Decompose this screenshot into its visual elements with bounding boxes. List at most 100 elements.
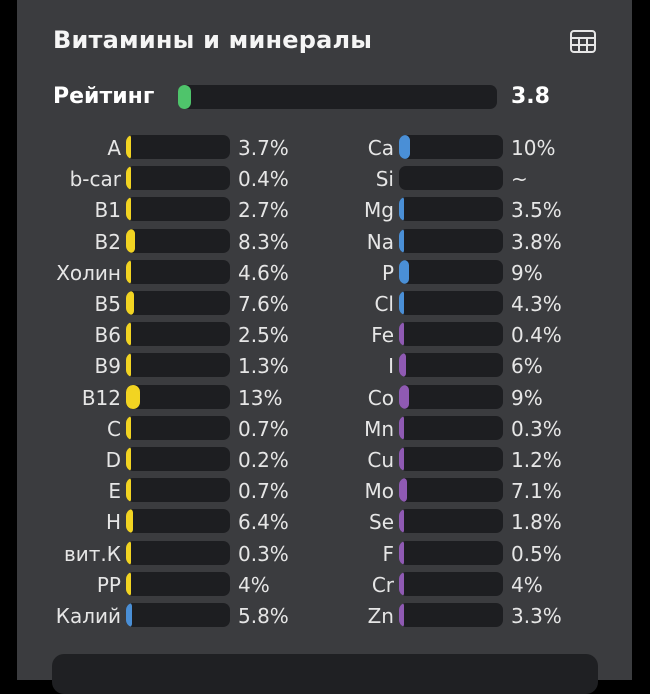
nutrient-percent: 2.7% [238,198,289,222]
vitamin-row: Калий 5.8% [17,601,632,632]
nutrient-bar-fill [399,447,404,471]
nutrient-bar [126,166,230,190]
nutrient-name: Na [366,230,394,254]
rating-bar-fill [178,85,191,109]
vitamin-row: C 0.7% [17,414,632,445]
nutrient-name: B6 [94,323,121,347]
mineral-row: Mg 3.5% [17,195,632,226]
nutrient-bar [399,572,503,596]
nutrient-percent: 13% [238,386,283,410]
vitamin-row: PP 4% [17,570,632,601]
nutrient-bar-fill [126,322,131,346]
nutrient-name: Co [367,386,394,410]
nutrient-bar-fill [399,416,404,440]
nutrient-bar-fill [399,260,409,284]
nutrient-name: вит.К [64,542,121,566]
nutrient-bar-fill [399,291,404,315]
mineral-row: Fe 0.4% [17,320,632,351]
nutrient-name: Cu [367,448,394,472]
nutrient-bar [399,291,503,315]
nutrient-bar-fill [126,260,131,284]
nutrient-bar-fill [126,572,131,596]
mineral-row: I 6% [17,351,632,382]
nutrient-bar [126,197,230,221]
nutrient-bar-fill [399,541,404,565]
nutrient-name: Si [375,167,394,191]
nutrient-name: Fe [371,323,394,347]
nutrient-bar-fill [126,509,133,533]
mineral-row: Cu 1.2% [17,445,632,476]
nutrient-bar-fill [126,447,131,471]
nutrient-percent: 3.3% [511,604,562,628]
nutrient-percent: 0.7% [238,417,289,441]
nutrient-bar [399,197,503,221]
mineral-row: Si ~ [17,164,632,195]
nutrient-bar [399,447,503,471]
nutrient-percent: 6.4% [238,510,289,534]
vitamin-row: B6 2.5% [17,320,632,351]
nutrient-bar [126,322,230,346]
nutrient-bar-fill [399,509,404,533]
nutrient-percent: 0.5% [511,542,562,566]
vitamin-row: Холин 4.6% [17,258,632,289]
vitamin-row: вит.К 0.3% [17,539,632,570]
rating-label: Рейтинг [53,84,155,109]
nutrient-bar-fill [399,385,409,409]
mineral-row: F 0.5% [17,539,632,570]
nutrient-name: Mg [364,198,394,222]
nutrient-name: B9 [94,354,121,378]
nutrient-bar [399,603,503,627]
rating-value: 3.8 [511,84,550,109]
vitamin-row: B5 7.6% [17,289,632,320]
nutrient-percent: 0.4% [238,167,289,191]
nutrient-bar [399,541,503,565]
nutrient-percent: 4% [511,573,543,597]
rating-bar [178,85,497,109]
nutrient-percent: 4.3% [511,292,562,316]
nutrient-name: B5 [94,292,121,316]
nutrient-bar-fill [126,229,135,253]
nutrient-name: B1 [94,198,121,222]
nutrient-bar-fill [126,603,132,627]
nutrient-percent: 0.3% [238,542,289,566]
vitamin-row: D 0.2% [17,445,632,476]
nutrient-percent: 3.8% [511,230,562,254]
mineral-row: Na 3.8% [17,227,632,258]
nutrient-bar [126,447,230,471]
nutrient-bar-fill [399,197,404,221]
nutrient-bar [399,416,503,440]
nutrient-name: E [108,479,121,503]
nutrient-bar [399,385,503,409]
nutrient-bar [399,478,503,502]
nutrient-bar [126,385,230,409]
nutrient-bar-fill [399,478,407,502]
mineral-row: Co 9% [17,383,632,414]
nutrient-percent: 8.3% [238,230,289,254]
mineral-row: P 9% [17,258,632,289]
nutrient-name: Mo [364,479,395,503]
nutrients-card: Витамины и минералы Рейтинг 3.8 A 3.7% b-c… [17,0,632,694]
nutrient-name: Zn [367,604,394,628]
vitamin-row: H 6.4% [17,507,632,538]
mineral-row: Mo 7.1% [17,476,632,507]
nutrient-bar [126,478,230,502]
vitamin-row: B1 2.7% [17,195,632,226]
nutrient-percent: 9% [511,261,543,285]
bottom-panel [52,654,598,694]
table-icon[interactable] [569,28,597,56]
nutrient-bar [126,541,230,565]
nutrient-name: H [105,510,121,534]
nutrient-bar [399,322,503,346]
nutrient-percent: 1.8% [511,510,562,534]
nutrient-percent: 0.4% [511,323,562,347]
mineral-row: Cr 4% [17,570,632,601]
nutrient-percent: 3.7% [238,136,289,160]
nutrient-bar-fill [399,603,404,627]
nutrient-percent: 0.3% [511,417,562,441]
vitamin-row: b-car 0.4% [17,164,632,195]
vitamin-row: B2 8.3% [17,227,632,258]
nutrient-percent: 1.3% [238,354,289,378]
nutrient-bar-fill [399,572,404,596]
nutrient-bar-fill [399,353,406,377]
nutrient-name: P [381,261,394,285]
